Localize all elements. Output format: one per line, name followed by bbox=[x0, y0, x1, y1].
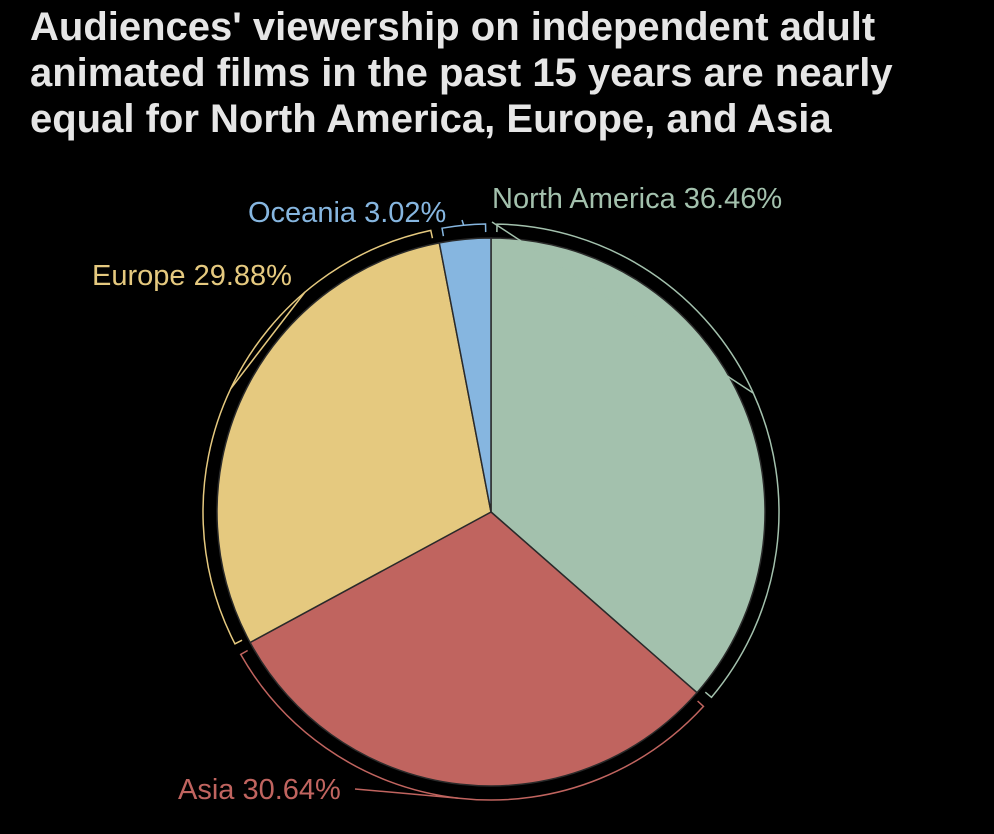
label-bracket-asia bbox=[239, 649, 705, 801]
pie-slice-oceania bbox=[438, 237, 492, 513]
label-leader-asia bbox=[354, 788, 459, 799]
label-leader-north-america bbox=[491, 221, 754, 394]
label-leader-europe bbox=[230, 291, 306, 390]
label-leader-oceania bbox=[461, 219, 465, 226]
label-bracket-oceania bbox=[441, 223, 487, 237]
slice-label-north-america: North America 36.46% bbox=[492, 183, 782, 215]
slice-label-europe: Europe 29.88% bbox=[92, 260, 292, 292]
label-bracket-europe bbox=[202, 229, 434, 645]
chart-title: Audiences' viewership on independent adu… bbox=[30, 5, 893, 141]
slice-label-asia: Asia 30.64% bbox=[178, 774, 341, 806]
pie-slice-asia bbox=[249, 511, 699, 787]
pie-slice-north-america bbox=[490, 237, 766, 694]
slice-label-oceania: Oceania 3.02% bbox=[248, 197, 446, 229]
pie-slice-europe bbox=[216, 242, 492, 644]
